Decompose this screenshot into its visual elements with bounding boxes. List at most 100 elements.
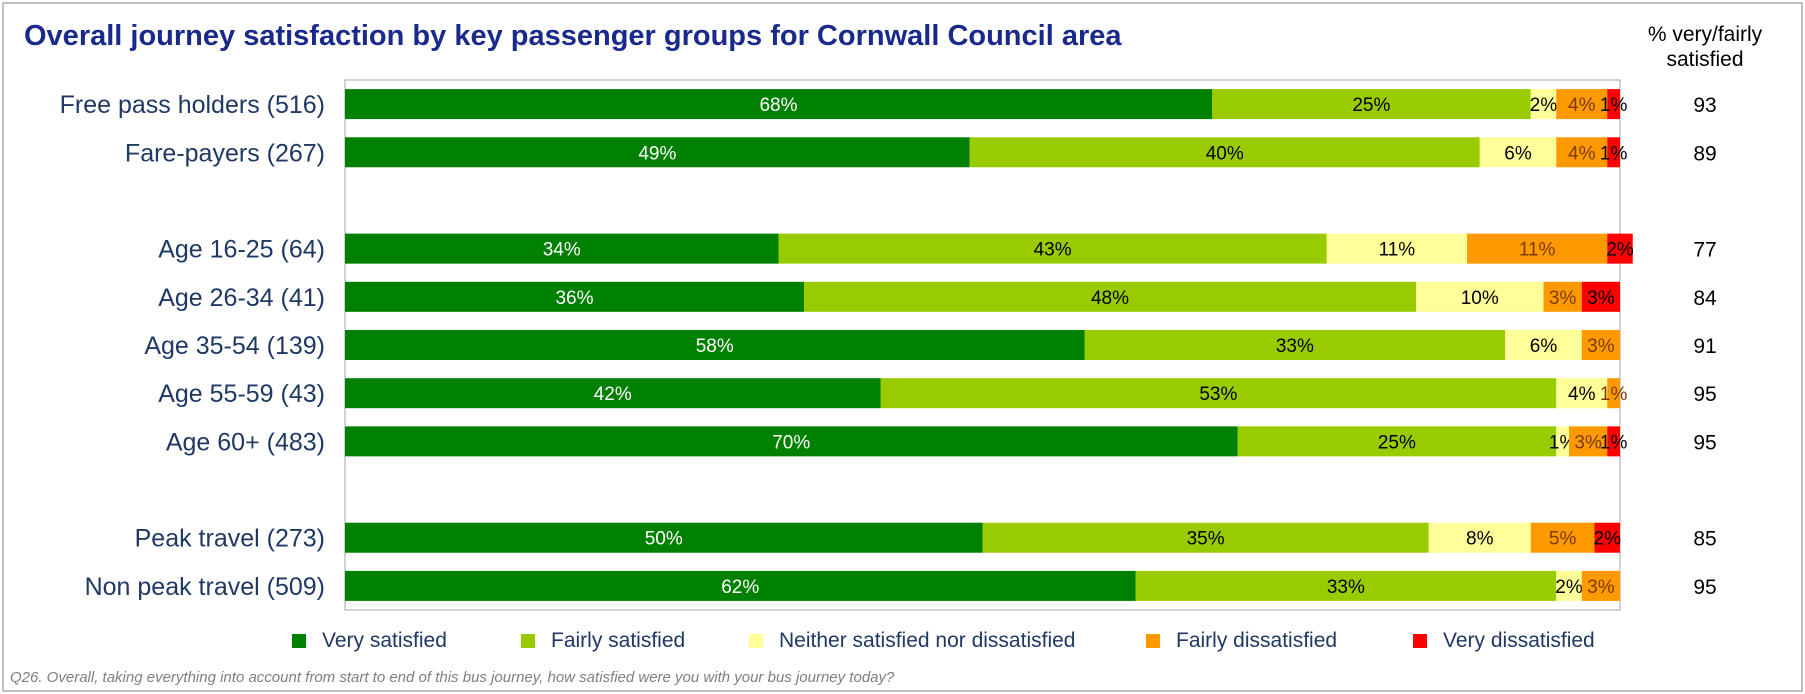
legend-swatch (521, 634, 535, 648)
satisfied-value: 95 (1693, 383, 1716, 406)
legend-label: Very satisfied (322, 629, 447, 652)
data-label: 8% (1466, 529, 1494, 550)
data-label: 3% (1587, 336, 1615, 357)
satisfied-column-header: % very/fairly satisfied (1615, 22, 1795, 72)
bar-segment (345, 570, 1136, 601)
bar-segment (345, 330, 1085, 360)
bar-segment (969, 137, 1480, 168)
bar-segment (1594, 522, 1620, 553)
data-label: 4% (1568, 143, 1596, 164)
bar-segment (345, 233, 779, 264)
data-label: 25% (1352, 95, 1390, 116)
bar-segment (1581, 330, 1620, 360)
data-label: 70% (772, 432, 810, 453)
data-label: 25% (1378, 432, 1416, 453)
data-label: 11% (1519, 240, 1556, 261)
satisfied-value: 91 (1693, 335, 1716, 358)
data-label: 1% (1600, 143, 1628, 164)
satisfied-value: 84 (1693, 287, 1717, 310)
satisfied-header-line2: satisfied (1666, 48, 1744, 71)
bar-segment (1556, 426, 1569, 457)
data-label: 6% (1530, 336, 1558, 357)
bar-segment (345, 89, 1212, 120)
bar-segment (1135, 570, 1557, 601)
category-label: Age 26-34 (41) (158, 284, 325, 312)
legend-swatch (1146, 634, 1160, 648)
data-label: 2% (1606, 240, 1634, 261)
bar-segment (1237, 426, 1557, 457)
data-label: 2% (1530, 95, 1558, 116)
bar-segment (345, 281, 804, 312)
satisfied-header-line1: % very/fairly (1647, 23, 1763, 46)
legend-label: Fairly satisfied (551, 629, 685, 652)
bar-segment (1530, 522, 1595, 553)
satisfied-value: 93 (1693, 94, 1716, 117)
bar-segment (1505, 330, 1582, 360)
category-label: Age 16-25 (64) (158, 236, 325, 264)
bar-segment (345, 522, 983, 553)
category-label: Fare-payers (267) (125, 139, 325, 167)
data-label: 49% (638, 143, 676, 164)
data-label: 35% (1187, 529, 1225, 550)
category-label: Age 35-54 (139) (144, 332, 325, 360)
data-label: 4% (1568, 384, 1596, 405)
data-label: 53% (1199, 384, 1237, 405)
data-label: 10% (1461, 288, 1499, 309)
satisfied-value: 77 (1693, 239, 1716, 262)
legend-swatch (749, 634, 763, 648)
data-label: 40% (1206, 143, 1244, 164)
bar-segment (982, 522, 1429, 553)
data-label: 1% (1600, 95, 1628, 116)
data-label: 48% (1091, 288, 1129, 309)
bar-segment (1607, 378, 1620, 409)
bar-segment (1084, 330, 1506, 360)
legend-label: Very dissatisfied (1443, 629, 1595, 652)
bar-segment (1556, 570, 1582, 601)
satisfied-value: 95 (1693, 431, 1716, 454)
data-label: 3% (1587, 577, 1615, 598)
bar-segment (1607, 426, 1620, 457)
bar-segment (804, 281, 1416, 312)
bar-segment (345, 378, 881, 409)
data-label: 62% (721, 577, 759, 598)
category-label: Free pass holders (516) (60, 91, 325, 119)
bar-segment (1569, 426, 1608, 457)
data-label: 42% (594, 384, 632, 405)
legend-label: Neither satisfied nor dissatisfied (779, 629, 1075, 652)
legend-label: Fairly dissatisfied (1176, 629, 1337, 652)
bar-segment (1556, 89, 1608, 120)
data-label: 58% (696, 336, 734, 357)
bar-segment (1467, 233, 1608, 264)
data-label: 4% (1568, 95, 1596, 116)
data-label: 33% (1276, 336, 1314, 357)
bar-segment (1479, 137, 1557, 168)
category-label: Peak travel (273) (135, 525, 325, 553)
bar-segment (345, 137, 970, 168)
satisfied-value: 89 (1693, 142, 1716, 165)
bar-segment (1326, 233, 1467, 264)
data-label: 1% (1600, 384, 1628, 405)
data-label: 43% (1034, 240, 1072, 261)
data-label: 3% (1549, 288, 1577, 309)
data-label: 34% (543, 240, 581, 261)
data-label: 11% (1379, 240, 1416, 261)
data-label: 3% (1587, 288, 1615, 309)
bar-segment (1607, 89, 1620, 120)
data-label: 2% (1555, 577, 1583, 598)
bar-segment (1416, 281, 1544, 312)
bar-segment (1212, 89, 1531, 120)
satisfied-value: 95 (1693, 576, 1716, 599)
bar-segment (778, 233, 1327, 264)
bar-segment (1581, 570, 1620, 601)
data-label: 36% (555, 288, 593, 309)
category-label: Non peak travel (509) (85, 573, 325, 601)
satisfied-value: 85 (1693, 528, 1716, 551)
footnote: Q26. Overall, taking everything into acc… (10, 669, 895, 686)
bar-segment (1530, 89, 1557, 120)
legend-swatch (1413, 634, 1427, 648)
data-label: 33% (1327, 577, 1365, 598)
data-label: 2% (1594, 529, 1622, 550)
bar-segment (1607, 137, 1620, 168)
